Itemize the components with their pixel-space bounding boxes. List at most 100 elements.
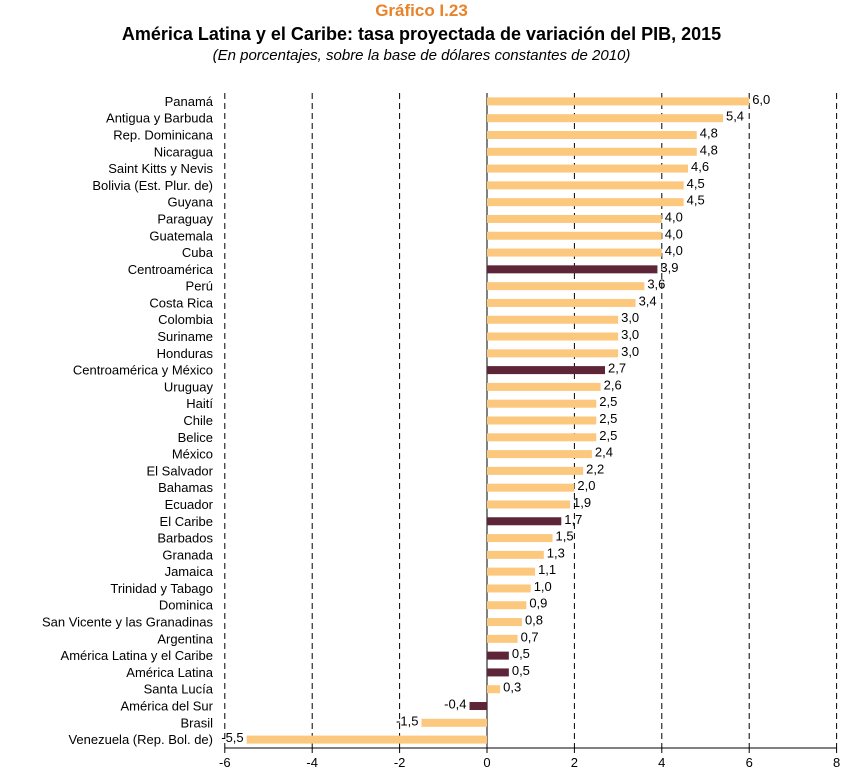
bar xyxy=(487,651,509,660)
value-label: 3,0 xyxy=(621,344,639,359)
bar xyxy=(487,567,536,576)
value-label: 3,9 xyxy=(660,260,678,275)
bar xyxy=(487,483,575,492)
x-tick-label: 2 xyxy=(571,755,578,770)
x-tick-label: -6 xyxy=(219,755,231,770)
value-labels: 6,05,44,84,84,64,54,54,04,04,03,93,63,43… xyxy=(221,92,770,745)
value-label: -1,5 xyxy=(396,713,418,728)
category-label: Barbados xyxy=(157,531,213,546)
category-label: Trinidad y Tabago xyxy=(110,581,213,596)
bar xyxy=(487,282,645,291)
x-tick-label: 4 xyxy=(658,755,665,770)
value-label: 0,5 xyxy=(512,663,530,678)
category-label: San Vicente y las Granadinas xyxy=(42,615,214,630)
x-tick-labels: -6 -4 -2 0 2 4 6 8 xyxy=(219,755,840,770)
x-tick-label: -4 xyxy=(306,755,318,770)
category-label: Colombia xyxy=(158,312,214,327)
bar xyxy=(487,265,658,274)
value-label: 1,7 xyxy=(564,512,582,527)
bar xyxy=(487,618,522,627)
bar xyxy=(487,366,605,375)
bar xyxy=(487,382,601,391)
category-label: Panamá xyxy=(165,94,214,109)
bar xyxy=(487,97,750,106)
category-label: Centroamérica y México xyxy=(73,363,213,378)
category-label: Centroamérica xyxy=(128,262,214,277)
category-label: Perú xyxy=(186,279,213,294)
value-label: 0,8 xyxy=(525,613,543,628)
bar xyxy=(487,114,723,123)
value-label: 0,7 xyxy=(521,629,539,644)
bar xyxy=(487,349,619,358)
bar xyxy=(487,198,684,207)
value-label: 6,0 xyxy=(752,92,770,107)
category-label: Dominica xyxy=(159,598,214,613)
value-label: 5,4 xyxy=(726,109,744,124)
bar xyxy=(487,130,697,139)
category-label: México xyxy=(172,447,213,462)
value-label: -0,4 xyxy=(444,697,466,712)
bar xyxy=(487,315,619,324)
category-label: Haití xyxy=(186,396,213,411)
bar xyxy=(487,231,662,240)
bar xyxy=(487,416,597,425)
value-label: 4,5 xyxy=(687,193,705,208)
category-label: Brasil xyxy=(180,715,213,730)
category-label: América Latina xyxy=(126,665,213,680)
bar xyxy=(469,702,487,711)
value-label: -5,5 xyxy=(221,730,243,745)
bar xyxy=(487,668,509,677)
bar xyxy=(487,634,518,643)
category-label: Ecuador xyxy=(165,497,214,512)
bar xyxy=(487,298,636,307)
category-label: Nicaragua xyxy=(154,144,214,159)
category-label: Venezuela (Rep. Bol. de) xyxy=(68,732,213,747)
category-label: Guyana xyxy=(167,195,213,210)
x-tick-label: 6 xyxy=(746,755,753,770)
category-label: Bahamas xyxy=(158,480,213,495)
category-label: Rep. Dominicana xyxy=(113,127,213,142)
value-label: 3,0 xyxy=(621,327,639,342)
value-label: 2,5 xyxy=(599,428,617,443)
category-label: Saint Kitts y Nevis xyxy=(108,161,213,176)
value-label: 1,0 xyxy=(534,579,552,594)
value-label: 2,5 xyxy=(599,394,617,409)
bar xyxy=(487,433,597,442)
category-label: Honduras xyxy=(157,346,214,361)
category-label: El Salvador xyxy=(147,463,214,478)
category-label: Suriname xyxy=(157,329,213,344)
bar xyxy=(487,181,684,190)
value-label: 3,4 xyxy=(639,293,657,308)
category-label: Guatemala xyxy=(149,228,213,243)
category-label: Paraguay xyxy=(157,211,213,226)
category-label: América Latina y el Caribe xyxy=(61,648,213,663)
category-label: Santa Lucía xyxy=(144,682,214,697)
value-label: 3,6 xyxy=(647,277,665,292)
value-label: 4,0 xyxy=(665,243,683,258)
chart-subtitle: (En porcentajes, sobre la base de dólare… xyxy=(212,47,631,64)
category-label: El Caribe xyxy=(160,514,213,529)
chart-title: América Latina y el Caribe: tasa proyect… xyxy=(121,24,722,44)
bar xyxy=(421,718,487,727)
bar xyxy=(487,466,584,475)
bar xyxy=(487,500,571,509)
x-tick-label: -2 xyxy=(394,755,406,770)
category-label: Argentina xyxy=(157,631,213,646)
bar xyxy=(487,214,662,223)
value-label: 2,7 xyxy=(608,361,626,376)
category-label: Costa Rica xyxy=(149,295,213,310)
value-label: 2,6 xyxy=(604,377,622,392)
value-label: 4,8 xyxy=(700,125,718,140)
bar xyxy=(487,685,501,694)
category-label: Bolivia (Est. Plur. de) xyxy=(92,178,213,193)
bar xyxy=(487,248,662,257)
value-label: 0,3 xyxy=(503,680,521,695)
bar xyxy=(487,164,689,173)
value-label: 2,0 xyxy=(577,478,595,493)
value-label: 0,9 xyxy=(529,596,547,611)
bar xyxy=(487,584,531,593)
category-label: Uruguay xyxy=(164,379,214,394)
value-label: 4,8 xyxy=(700,142,718,157)
chart-kicker: Gráfico I.23 xyxy=(375,1,468,20)
